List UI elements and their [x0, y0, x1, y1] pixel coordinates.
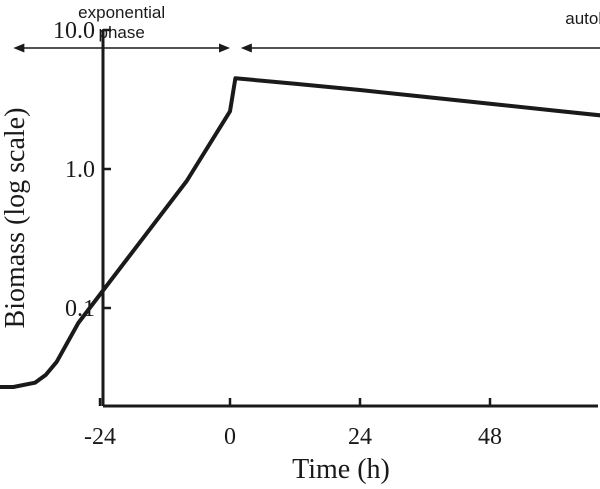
arrow-head-left [240, 43, 252, 53]
arrow-head-right [219, 43, 230, 53]
y-axis-title: Biomass (log scale) [0, 108, 31, 329]
x-tick-label: 0 [224, 424, 236, 450]
x-tick-label: 24 [348, 424, 372, 450]
x-axis-title: Time (h) [292, 454, 390, 485]
y-tick-label: 10.0 [53, 18, 95, 44]
y-tick-label: 1.0 [65, 157, 95, 183]
biomass-curve [0, 76, 600, 389]
annotation-label: autolysis [565, 9, 600, 28]
annotation-label: exponential [78, 3, 165, 22]
x-tick-label: -24 [84, 424, 116, 450]
x-tick-label: 48 [478, 424, 502, 450]
x-ticks: -24024487296120 [84, 398, 502, 450]
arrow-head-left [13, 43, 25, 53]
annotation-label: phase [99, 23, 145, 42]
